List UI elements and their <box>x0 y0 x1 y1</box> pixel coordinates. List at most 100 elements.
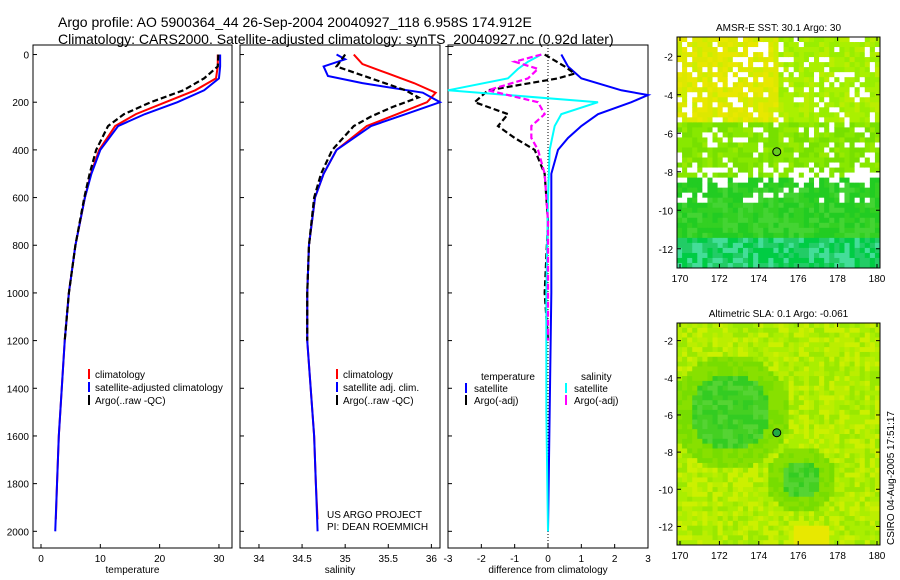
heatmap-cell <box>712 332 719 338</box>
heatmap-cell <box>763 217 769 224</box>
heatmap-cell <box>834 491 840 498</box>
heatmap-cell <box>717 177 724 184</box>
heatmap-cell <box>682 182 688 189</box>
heatmap-cell <box>768 491 774 498</box>
heatmap-cell <box>722 212 729 219</box>
heatmap-cell <box>874 525 881 532</box>
heatmap-cell <box>854 477 861 483</box>
heatmap-cell <box>793 482 800 488</box>
heatmap-cell <box>798 516 805 522</box>
heatmap-cell <box>697 122 703 128</box>
heatmap-cell <box>707 419 714 425</box>
heatmap-cell <box>707 212 714 219</box>
heatmap-cell <box>854 366 861 372</box>
heatmap-cell <box>687 385 693 392</box>
heatmap-cell <box>687 371 693 377</box>
heatmap-cell <box>808 347 815 353</box>
heatmap-cell <box>682 147 688 153</box>
heatmap-cell <box>814 52 820 58</box>
heatmap-cell <box>788 525 795 532</box>
heatmap-cell <box>682 371 688 377</box>
heatmap-cell <box>768 332 774 338</box>
heatmap-cell <box>793 112 800 118</box>
heatmap-cell <box>753 361 759 367</box>
heatmap-cell <box>844 132 851 138</box>
heatmap-cell <box>722 366 729 372</box>
x-tick-label: 34.5 <box>292 554 312 565</box>
heatmap-cell <box>748 356 754 363</box>
legend-swatch <box>88 369 90 379</box>
heatmap-cell <box>722 192 729 199</box>
heatmap-cell <box>819 142 825 148</box>
heatmap-cell <box>834 152 840 159</box>
heatmap-cell <box>712 506 719 512</box>
panel-0-frame <box>32 44 233 549</box>
heatmap-cell <box>763 262 769 269</box>
heatmap-cell <box>687 511 693 517</box>
heatmap-cell <box>742 361 749 367</box>
heatmap-cell <box>773 323 779 329</box>
heatmap-cell <box>864 62 871 68</box>
heatmap-cell <box>753 332 759 338</box>
heatmap-cell <box>712 351 719 358</box>
heatmap-cell <box>778 42 785 48</box>
heatmap-cell <box>697 405 703 411</box>
heatmap-cell <box>788 366 795 372</box>
heatmap-cell <box>803 92 810 98</box>
heatmap-cell <box>687 419 693 425</box>
heatmap-cell <box>763 197 769 204</box>
heatmap-cell <box>869 82 876 88</box>
heatmap-cell <box>702 467 708 474</box>
legend-label: satellite adj. clim. <box>343 383 419 394</box>
heatmap-cell <box>753 400 759 406</box>
heatmap-cell <box>824 242 830 249</box>
heatmap-cell <box>753 530 759 536</box>
heatmap-cell <box>712 57 719 63</box>
heatmap-cell <box>753 540 759 546</box>
heatmap-cell <box>829 351 835 358</box>
heatmap-cell <box>824 395 830 401</box>
heatmap-cell <box>763 530 769 536</box>
heatmap-cell <box>737 37 744 43</box>
heatmap-cell <box>778 102 785 108</box>
heatmap-cell <box>773 72 779 78</box>
heatmap-cell <box>748 132 754 138</box>
heatmap-cell <box>803 257 810 264</box>
heatmap-cell <box>783 42 790 48</box>
heatmap-cell <box>814 142 820 148</box>
heatmap-cell <box>712 491 719 498</box>
heatmap-cell <box>753 472 759 478</box>
heatmap-cell <box>859 467 866 474</box>
heatmap-cell <box>732 366 739 372</box>
heatmap-cell <box>783 262 790 269</box>
map-sst-heatmap <box>677 37 881 269</box>
y-tick-label: 1800 <box>7 480 30 491</box>
heatmap-cell <box>717 448 724 454</box>
heatmap-cell <box>692 107 698 113</box>
heatmap-cell <box>742 162 749 169</box>
heatmap-cell <box>687 182 693 189</box>
heatmap-cell <box>717 192 724 199</box>
heatmap-cell <box>742 356 749 363</box>
heatmap-cell <box>859 351 866 358</box>
heatmap-cell <box>849 152 856 159</box>
heatmap-cell <box>748 414 754 421</box>
heatmap-cell <box>793 152 800 159</box>
heatmap-cell <box>864 217 871 224</box>
heatmap-cell <box>854 332 861 338</box>
heatmap-cell <box>702 152 708 159</box>
heatmap-cell <box>803 337 810 343</box>
heatmap-cell <box>732 525 739 532</box>
heatmap-cell <box>793 197 800 204</box>
heatmap-cell <box>727 62 734 68</box>
heatmap-cell <box>712 376 719 382</box>
heatmap-cell <box>712 127 719 133</box>
heatmap-cell <box>737 262 744 269</box>
y-tick-label: 1000 <box>7 289 30 300</box>
heatmap-cell <box>844 520 851 527</box>
heatmap-cell <box>758 97 764 103</box>
heatmap-cell <box>722 217 729 224</box>
heatmap-cell <box>834 97 840 103</box>
heatmap-cell <box>803 167 810 174</box>
heatmap-cell <box>819 122 825 128</box>
